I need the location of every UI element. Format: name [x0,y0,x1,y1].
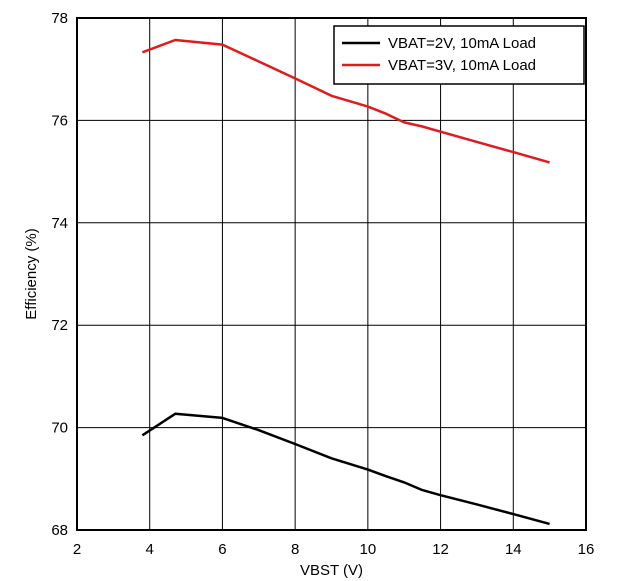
x-tick-label: 6 [218,541,226,558]
legend: VBAT=2V, 10mA Load VBAT=3V, 10mA Load [333,25,585,85]
y-tick-label: 74 [51,215,68,232]
plot-frame [76,17,587,531]
y-tick-label: 76 [51,112,68,129]
y-tick-label: 78 [51,10,68,27]
x-axis-label: VBST (V) [300,562,363,579]
legend-entry-1: VBAT=2V, 10mA Load [388,35,536,52]
legend-box [333,25,585,85]
x-tick-label: 2 [73,541,81,558]
y-tick-label: 68 [51,522,68,539]
x-tick-label: 10 [360,541,377,558]
x-tick-label: 12 [432,541,449,558]
x-tick-label: 16 [578,541,595,558]
x-tick-label: 8 [291,541,299,558]
y-axis-label: Efficiency (%) [23,228,40,319]
grid-lines [77,18,586,530]
x-tick-label: 14 [505,541,522,558]
y-tick-label: 70 [51,420,68,437]
series-line-2 [141,38,550,164]
x-tick-label: 4 [146,541,154,558]
series-line-1 [141,412,550,526]
series-lines [141,38,550,526]
y-tick-label: 72 [51,317,68,334]
legend-entry-2: VBAT=3V, 10mA Load [388,57,536,74]
